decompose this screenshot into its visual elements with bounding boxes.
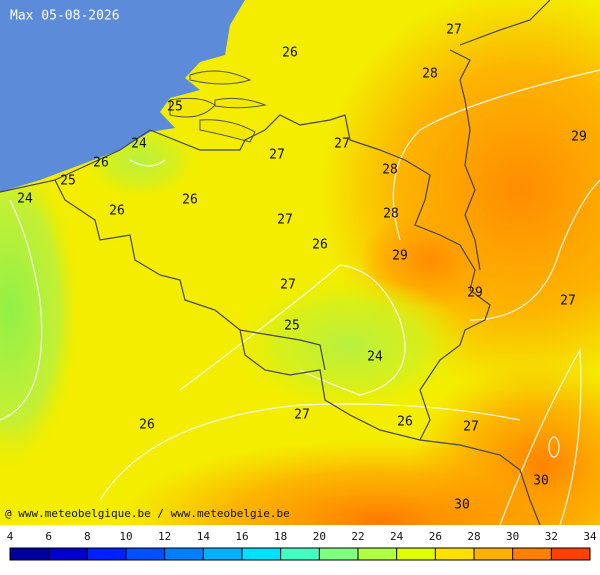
legend-tick-label: 6 (45, 530, 52, 543)
temperature-label: 27 (280, 278, 296, 293)
legend-tick-label: 22 (351, 530, 364, 543)
temperature-label: 28 (383, 207, 399, 222)
temperature-label: 27 (269, 148, 285, 163)
legend-tick-label: 4 (7, 530, 14, 543)
legend-swatch (48, 548, 88, 560)
temperature-label: 30 (454, 498, 470, 513)
legend-swatch (358, 548, 397, 560)
legend-swatch (242, 548, 281, 560)
temperature-label: 27 (334, 137, 350, 152)
legend-tick-label: 16 (235, 530, 248, 543)
legend-swatch (87, 548, 126, 560)
legend-tick-label: 34 (583, 530, 597, 543)
legend-tick-label: 12 (158, 530, 171, 543)
legend-swatch (396, 548, 436, 560)
temperature-label: 25 (284, 319, 300, 334)
legend-swatch (512, 548, 552, 560)
legend-tick-label: 24 (390, 530, 404, 543)
temperature-label: 27 (463, 420, 479, 435)
temperature-label: 27 (294, 408, 310, 423)
temperature-label: 26 (182, 193, 198, 208)
legend-tick-label: 32 (545, 530, 558, 543)
legend-swatch (435, 548, 474, 560)
temperature-label: 24 (367, 350, 383, 365)
temperature-label: 27 (560, 294, 576, 309)
temperature-label: 29 (392, 249, 408, 264)
legend-frame (9, 547, 591, 561)
legend-swatch (164, 548, 204, 560)
legend-tick-label: 8 (84, 530, 91, 543)
temperature-label: 25 (167, 100, 183, 115)
temperature-label: 25 (60, 174, 76, 189)
legend-tick-label: 14 (197, 530, 211, 543)
temperature-label: 29 (467, 286, 483, 301)
temperature-label: 27 (277, 213, 293, 228)
temperature-label: 30 (533, 474, 549, 489)
legend-tick-label: 20 (313, 530, 326, 543)
legend-tick-label: 18 (274, 530, 287, 543)
legend-tick-label: 28 (467, 530, 480, 543)
temperature-label: 26 (139, 418, 155, 433)
legend-swatch (126, 548, 165, 560)
temperature-label: 24 (17, 192, 33, 207)
temperature-label: 28 (382, 163, 398, 178)
legend-tick-label: 26 (429, 530, 442, 543)
legend-tick-label: 30 (506, 530, 519, 543)
legend-swatch (203, 548, 242, 560)
temperature-label: 26 (93, 156, 109, 171)
temperature-label: 26 (109, 204, 125, 219)
map-title: Max 05-08-2026 (10, 9, 120, 24)
temperature-label: 24 (131, 137, 147, 152)
legend-swatch (280, 548, 320, 560)
legend-tick-label: 10 (119, 530, 132, 543)
temperature-label: 26 (312, 238, 328, 253)
temperature-label: 26 (397, 415, 413, 430)
temperature-label: 29 (571, 130, 587, 145)
legend-swatch (551, 548, 590, 560)
temperature-label: 26 (282, 46, 298, 61)
legend-swatch (10, 548, 49, 560)
legend-swatch (319, 548, 358, 560)
legend-swatch (474, 548, 513, 560)
temperature-label: 28 (422, 67, 438, 82)
temperature-label: 27 (446, 23, 462, 38)
credit: @ www.meteobelgique.be / www.meteobelgie… (5, 507, 290, 520)
